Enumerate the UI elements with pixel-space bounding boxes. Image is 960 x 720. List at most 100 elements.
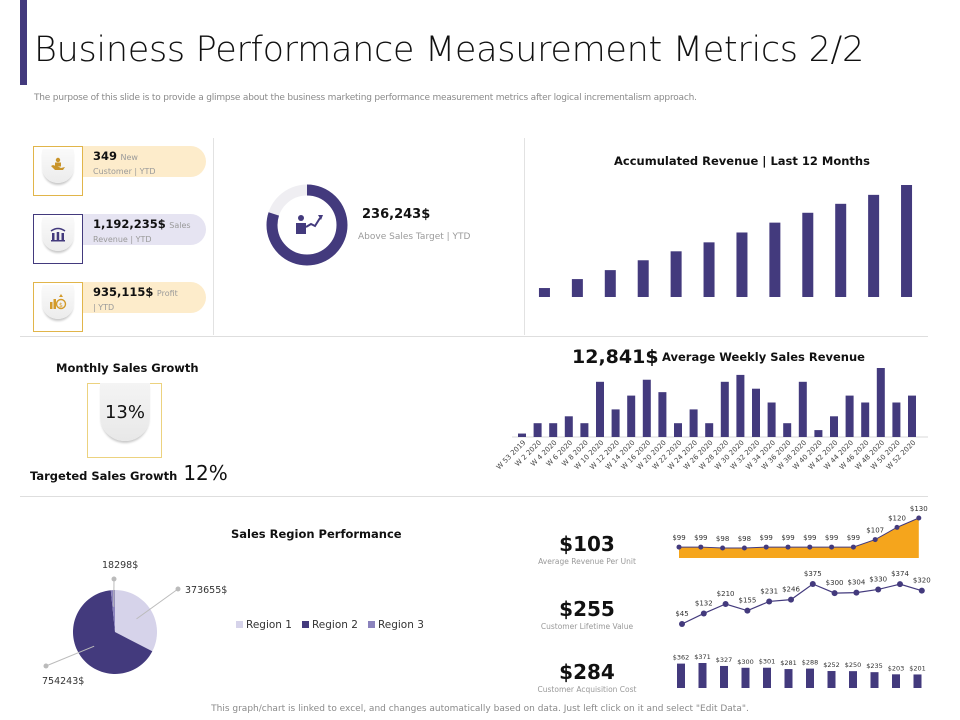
weekly-bar (518, 433, 526, 437)
legend-label: Region 2 (311, 619, 358, 631)
cac-data-label: $250 (845, 661, 862, 669)
weekly-bar (720, 381, 729, 437)
kpi-value: 1,192,235$ (93, 217, 166, 231)
weekly-bar (845, 395, 854, 437)
clv-data-label: $320 (913, 577, 931, 585)
cac-bar (698, 663, 707, 688)
clv-point (722, 601, 729, 607)
arpu-data-label: $99 (672, 534, 685, 542)
pie-data-label: 754243$ (42, 676, 84, 687)
cac-bar (784, 669, 793, 688)
pie-data-label: 373655$ (185, 585, 227, 596)
arpu-data-label: $98 (738, 535, 751, 543)
arpu-data-label: $99 (825, 534, 838, 542)
arpu-data-label: $99 (847, 534, 860, 542)
kpi-label: Sales (169, 221, 191, 230)
accumulated-bar (736, 232, 748, 297)
clv-line-chart: $45 $132 $210$155 $231 $246 $375 $300 $304 $330 $… (675, 570, 931, 627)
cac-data-label: $327 (716, 656, 733, 664)
legend-label: Region 1 (246, 619, 292, 631)
cac-data-label: $281 (780, 659, 797, 667)
accumulated-bar (571, 279, 583, 297)
clv-data-label: $374 (891, 570, 909, 578)
cac-data-label: $252 (823, 661, 840, 669)
clv-point (897, 581, 903, 588)
pie-leader-line (136, 588, 179, 620)
kpi-icon-box (33, 146, 83, 196)
cac-bar (870, 672, 879, 688)
hand-giving-icon (42, 149, 74, 183)
monthly-growth-title: Monthly Sales Growth (56, 361, 199, 375)
weekly-bar (564, 416, 573, 437)
weekly-bar (533, 423, 542, 437)
accumulated-revenue-title: Accumulated Revenue | Last 12 Months (614, 154, 870, 168)
weekly-bar (580, 423, 589, 437)
weekly-chart-title: Average Weekly Sales Revenue (662, 350, 865, 364)
arpu-data-label: $107 (866, 527, 884, 535)
clv-data-label: $132 (695, 599, 713, 607)
kpi-pill (60, 146, 206, 177)
kpi-label: Customer | YTD (93, 167, 156, 176)
targeted-growth-label: Targeted Sales Growth (30, 469, 178, 483)
cac-bar (892, 674, 900, 688)
clv-data-label: $45 (675, 610, 688, 618)
cac-data-label: $288 (802, 659, 819, 667)
weekly-bar (814, 430, 823, 437)
weekly-bar (674, 423, 682, 437)
kpi-label: New (120, 153, 138, 162)
arpu-point (916, 515, 922, 521)
arpu-data-label: $130 (910, 505, 928, 513)
region-pie-chart: 373655$ 754243$ 18298$ (42, 560, 227, 687)
kpi-text: 935,115$ Profit | YTD (93, 286, 178, 314)
money-growth-icon: $ (42, 285, 74, 319)
sales-target-value: 236,243$ (362, 207, 431, 222)
targeted-growth: Targeted Sales Growth 12% (30, 461, 228, 485)
region-chart-title: Sales Region Performance (231, 527, 402, 541)
kpi-value: 935,115$ (93, 285, 154, 299)
kpi-label: | YTD (93, 303, 115, 312)
monthly-growth-value: 13% (100, 383, 150, 441)
sales-target-label: Above Sales Target | YTD (358, 232, 471, 242)
pie-leader-dot (43, 663, 49, 669)
accumulated-bar (703, 242, 715, 297)
kpi-pill (60, 282, 206, 313)
clv-data-label: $304 (847, 579, 865, 587)
weekly-avg-value: 12,841$ (572, 346, 659, 368)
cac-bar (913, 674, 922, 688)
arpu-value: $103 (559, 532, 615, 556)
sales-target-donut (266, 184, 348, 266)
kpi-icon-box (33, 214, 83, 264)
weekly-bar (596, 381, 604, 437)
pie-leader-dot (111, 576, 117, 582)
page-subtitle: The purpose of this slide is to provide … (34, 93, 697, 103)
weekly-bar (705, 423, 714, 437)
clv-data-label: $210 (717, 590, 735, 598)
pie-leader-dot (175, 586, 181, 592)
cac-label: Customer Acquisition Cost (537, 685, 637, 694)
clv-point (809, 581, 816, 587)
accumulated-bar (802, 212, 814, 297)
arpu-point (872, 537, 878, 543)
arpu-point (741, 545, 747, 551)
pie-leader-line (45, 645, 95, 667)
kpi-text: 349 New Customer | YTD (93, 150, 156, 178)
targeted-growth-value: 12% (183, 461, 228, 485)
clv-point (744, 607, 751, 614)
arpu-point (894, 524, 900, 530)
cac-bar (806, 668, 814, 688)
svg-text:$: $ (59, 302, 63, 309)
cac-data-label: $235 (866, 662, 883, 670)
legend-swatch (301, 621, 309, 628)
clv-point (788, 596, 794, 603)
weekly-bar (861, 402, 870, 437)
arpu-point (850, 544, 856, 550)
arpu-point (829, 544, 835, 550)
donut-progress-arc (266, 184, 348, 266)
weekly-bar (611, 409, 620, 437)
arpu-point (698, 544, 704, 550)
accumulated-bar (670, 251, 682, 297)
clv-data-label: $375 (804, 570, 822, 578)
arpu-point (676, 544, 682, 550)
accumulated-bar (637, 260, 649, 297)
cac-data-label: $300 (737, 658, 754, 666)
